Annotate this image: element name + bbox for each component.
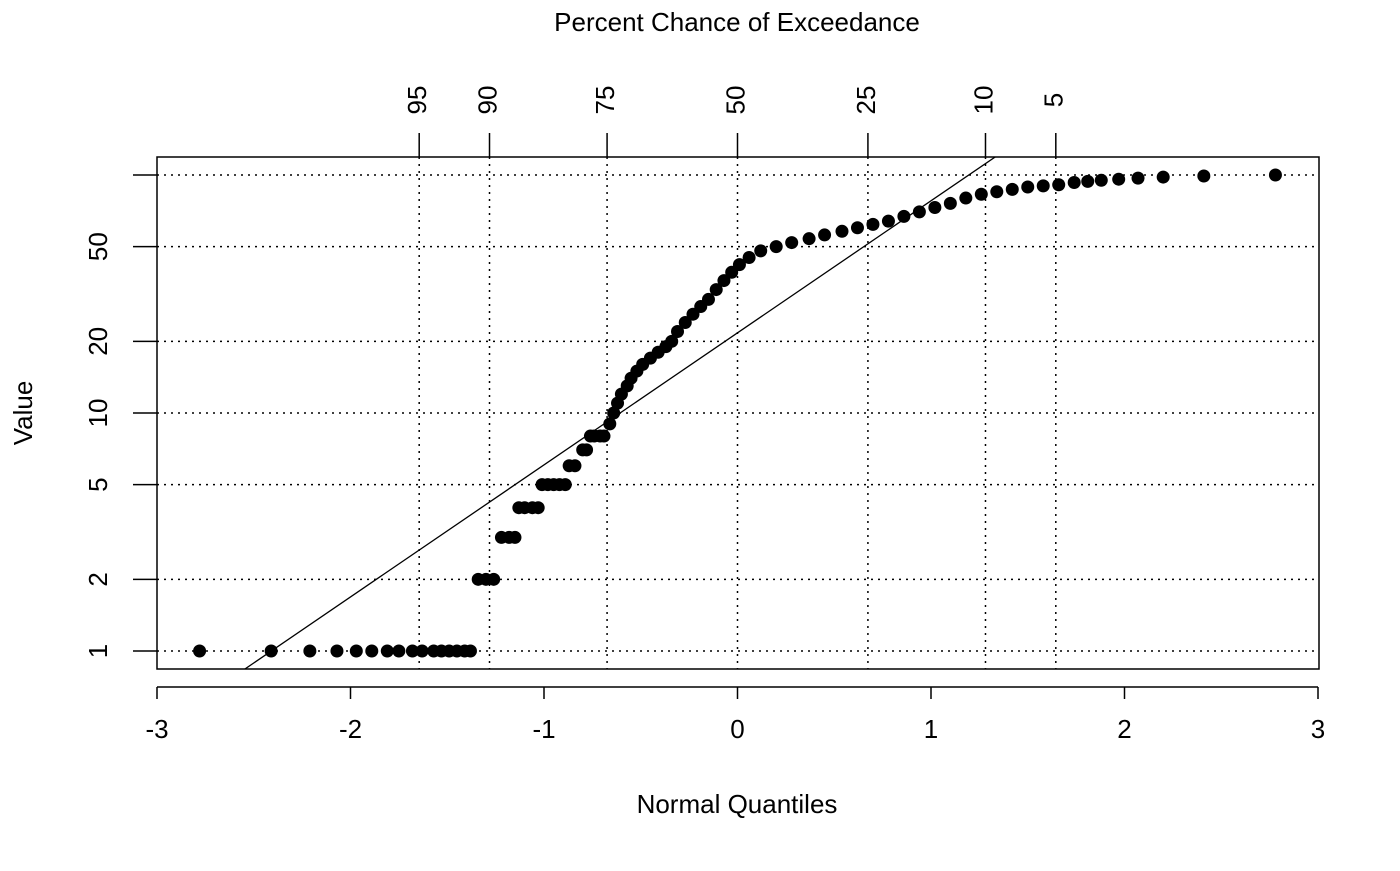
data-point bbox=[665, 334, 679, 348]
x-tick-label: -3 bbox=[145, 714, 168, 744]
data-point bbox=[709, 283, 723, 297]
data-point bbox=[835, 224, 849, 238]
plot-area bbox=[193, 157, 1282, 669]
data-point bbox=[802, 232, 816, 246]
data-point bbox=[1268, 168, 1282, 182]
data-point bbox=[1156, 170, 1170, 184]
data-point bbox=[1005, 182, 1019, 196]
y-tick-label: 10 bbox=[83, 399, 113, 428]
data-point bbox=[508, 530, 522, 544]
data-point bbox=[349, 644, 363, 658]
data-point bbox=[912, 205, 926, 219]
x-tick-label: 1 bbox=[924, 714, 938, 744]
data-point bbox=[1112, 172, 1126, 186]
data-point bbox=[754, 244, 768, 258]
data-point bbox=[990, 185, 1004, 199]
data-point bbox=[1081, 174, 1095, 188]
data-point bbox=[531, 501, 545, 515]
data-point bbox=[897, 209, 911, 223]
data-point bbox=[330, 644, 344, 658]
x-tick-label: -1 bbox=[532, 714, 555, 744]
data-point bbox=[568, 459, 582, 473]
top-tick-label: 5 bbox=[1039, 93, 1069, 107]
top-tick-label: 50 bbox=[720, 86, 750, 115]
data-point bbox=[974, 187, 988, 201]
data-point bbox=[580, 443, 594, 457]
data-point bbox=[732, 258, 746, 272]
y-axis-title: Value bbox=[8, 381, 38, 446]
y-tick-label: 50 bbox=[83, 232, 113, 261]
data-point bbox=[959, 191, 973, 205]
data-point bbox=[785, 236, 799, 250]
data-point bbox=[1021, 180, 1035, 194]
data-point bbox=[392, 644, 406, 658]
data-point bbox=[1131, 171, 1145, 185]
data-point bbox=[818, 228, 832, 242]
top-tick-label: 75 bbox=[590, 86, 620, 115]
data-point bbox=[678, 315, 692, 329]
top-tick-label: 25 bbox=[851, 86, 881, 115]
data-point bbox=[850, 221, 864, 235]
x-tick-label: -2 bbox=[339, 714, 362, 744]
data-point bbox=[597, 429, 611, 443]
data-point bbox=[701, 292, 715, 306]
data-point bbox=[1197, 169, 1211, 183]
x-tick-label: 2 bbox=[1117, 714, 1131, 744]
x-axis-title: Normal Quantiles bbox=[637, 789, 838, 819]
data-point bbox=[365, 644, 379, 658]
chart-title: Percent Chance of Exceedance bbox=[554, 7, 920, 37]
top-tick-label: 95 bbox=[402, 86, 432, 115]
y-tick-label: 20 bbox=[83, 327, 113, 356]
y-tick-label: 2 bbox=[83, 572, 113, 586]
data-point bbox=[405, 644, 419, 658]
data-point bbox=[943, 196, 957, 210]
data-point bbox=[1052, 178, 1066, 192]
data-point bbox=[1067, 175, 1081, 189]
x-tick-label: 0 bbox=[730, 714, 744, 744]
data-point bbox=[463, 644, 477, 658]
data-point bbox=[603, 417, 617, 431]
data-point bbox=[866, 217, 880, 231]
top-tick-label: 10 bbox=[968, 86, 998, 115]
data-point bbox=[1094, 173, 1108, 187]
data-point bbox=[558, 478, 572, 492]
data-point bbox=[742, 251, 756, 265]
y-tick-label: 5 bbox=[83, 477, 113, 491]
top-tick-label: 90 bbox=[472, 86, 502, 115]
data-point bbox=[769, 240, 783, 254]
data-point bbox=[717, 274, 731, 288]
data-point bbox=[881, 214, 895, 228]
x-tick-label: 3 bbox=[1311, 714, 1325, 744]
y-tick-label: 1 bbox=[83, 644, 113, 658]
data-point bbox=[264, 644, 278, 658]
data-point bbox=[380, 644, 394, 658]
data-point bbox=[671, 324, 685, 338]
data-point bbox=[303, 644, 317, 658]
data-point bbox=[1036, 179, 1050, 193]
data-point bbox=[928, 201, 942, 215]
